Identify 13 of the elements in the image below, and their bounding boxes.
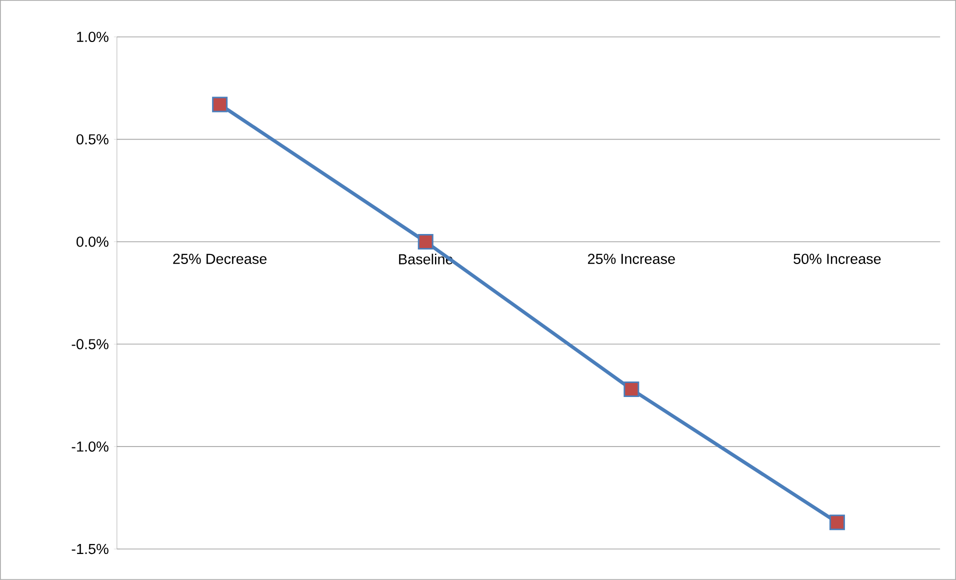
point <box>212 96 228 112</box>
y-tick-label: -1.5% <box>72 544 108 554</box>
x-tick-label: 25% Increase <box>588 254 675 264</box>
y-tick-label: 0.0% <box>76 236 108 247</box>
x-tick-label: 50% Increase <box>794 254 881 264</box>
y-tick-label: -1.0% <box>72 442 108 452</box>
point <box>624 382 640 398</box>
y-tick-label: 0.5% <box>76 134 108 144</box>
y-tick-label: -0.5% <box>72 339 108 350</box>
point <box>418 234 434 250</box>
x-tick-label: 25% Decrease <box>173 254 267 264</box>
y-tick-label: 1.0% <box>77 32 108 42</box>
point <box>829 514 845 530</box>
